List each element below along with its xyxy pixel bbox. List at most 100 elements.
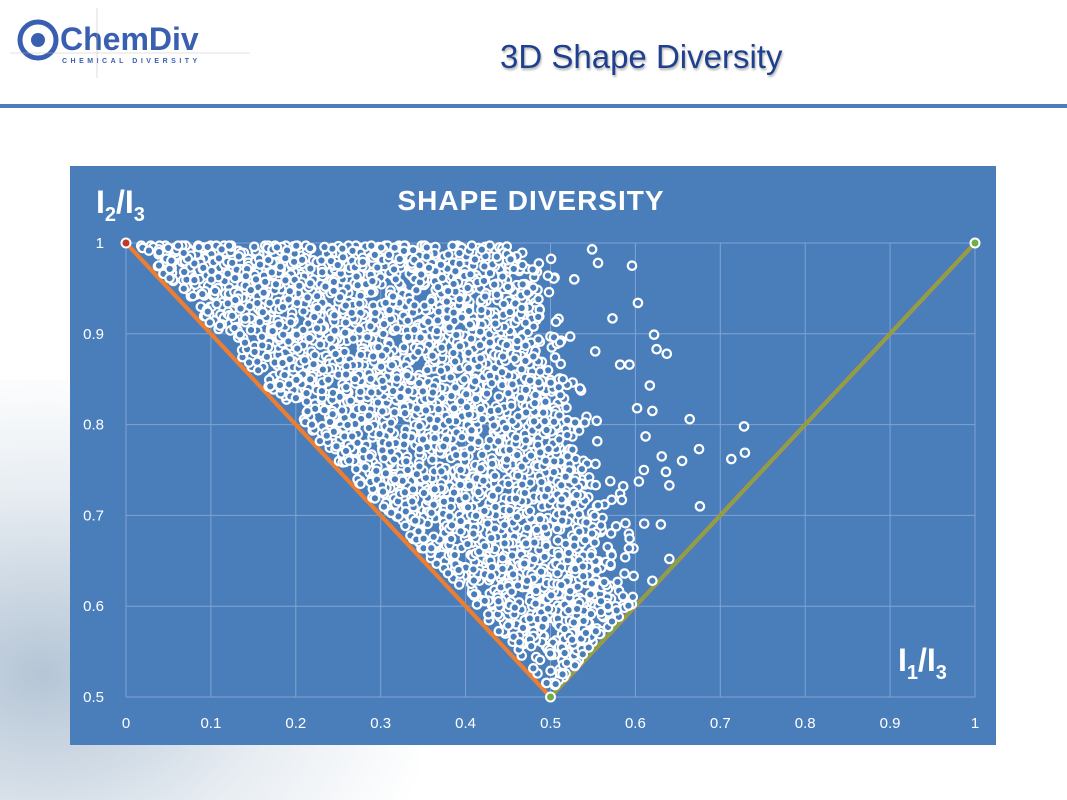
data-point [577,561,589,572]
data-point [429,432,440,444]
data-point [448,278,459,290]
data-point [443,415,455,427]
data-point [559,647,570,659]
data-point [513,410,524,422]
data-point [567,444,578,455]
data-point [569,660,581,671]
data-point [438,441,449,452]
data-point [459,449,470,461]
data-point [357,402,369,414]
data-point [504,505,516,516]
data-point [383,249,395,261]
data-point [426,507,437,519]
data-point [449,356,461,367]
data-point [589,537,601,548]
data-point [489,470,501,482]
data-point [271,242,283,253]
data-point [542,603,554,614]
data-point [507,379,518,390]
data-point [514,636,525,648]
data-point [644,380,656,391]
data-point [314,339,326,350]
data-point [485,570,497,582]
data-point [340,445,352,457]
data-point [327,387,339,399]
data-point [263,254,274,266]
data-point [557,373,569,385]
data-point [378,328,389,340]
data-point [284,285,296,297]
header-divider [0,104,1067,108]
data-point [573,508,585,520]
data-point [317,364,329,375]
data-point [189,274,200,286]
x-tick-label: 0.7 [710,715,731,732]
data-point [589,346,601,357]
data-point [462,538,473,550]
data-point [304,242,316,254]
data-point [579,417,591,428]
data-point [258,287,269,298]
y-tick-label: 0.5 [83,689,104,706]
data-point [320,281,331,292]
data-point [331,441,342,452]
data-point [334,291,346,303]
data-point [486,561,498,573]
data-point [466,240,478,252]
data-point [436,272,448,284]
data-point [512,335,523,347]
data-point [500,422,512,434]
data-point [432,281,444,293]
data-point [316,385,328,397]
data-point [298,306,309,317]
data-point [561,429,573,441]
data-point [264,381,276,392]
data-point [448,307,459,318]
data-point [577,648,589,660]
rod-disc-line [124,241,552,699]
data-point [517,622,529,634]
data-point [360,462,371,473]
data-point [421,251,432,262]
data-point [418,487,430,499]
data-point [497,271,508,282]
data-point [398,439,410,450]
data-point [520,384,532,396]
data-point [226,310,238,322]
data-point [245,284,257,296]
data-point [616,494,628,506]
data-point [481,388,493,399]
data-point [524,375,536,386]
data-point [537,407,549,418]
data-point [448,403,460,414]
data-point [571,603,583,615]
data-point [277,301,289,313]
data-point [628,570,639,582]
data-point [314,435,326,447]
data-point [387,291,399,302]
data-point [355,478,366,490]
data-point [252,364,264,376]
data-point [178,266,190,278]
data-point [277,357,288,369]
data-point [540,396,551,408]
data-point [413,526,424,537]
data-point [388,454,400,465]
x-tick-label: 0 [122,715,130,732]
data-point [364,451,376,463]
data-point [431,325,443,337]
data-point [528,416,540,427]
data-point [499,538,510,549]
data-point [240,270,252,282]
slide-title: 3D Shape Diversity [500,38,783,75]
data-point [606,550,617,561]
data-point [501,454,513,465]
data-point [261,351,273,363]
data-point [336,405,348,416]
data-point [539,551,550,563]
data-point [417,386,429,397]
data-point [366,240,377,252]
data-point [553,381,565,393]
data-point [554,410,565,421]
data-point [378,452,390,464]
